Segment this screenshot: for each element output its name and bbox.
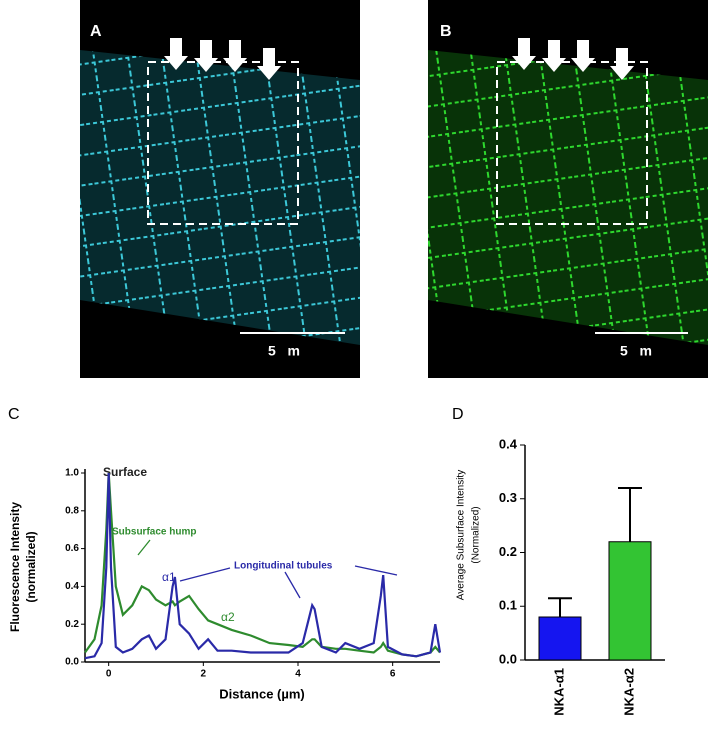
scale-bar-label: 5 m (620, 343, 652, 359)
y-tick-label: 0.0 (499, 651, 517, 666)
y-tick-label: 0.8 (65, 505, 79, 516)
y-tick-label: 0.2 (499, 544, 517, 559)
x-tick-label: 0 (106, 669, 112, 680)
y-axis-label: Average Subsurface Intensity (456, 470, 467, 600)
x-tick-label: 2 (201, 669, 207, 680)
panel-label: A (90, 23, 102, 40)
error-bar (618, 487, 642, 542)
annotation: Surface (103, 465, 147, 479)
y-axis-label: (normalized) (24, 531, 38, 602)
x-tick-label: NKA-α2 (621, 668, 636, 716)
line-series (84, 472, 442, 660)
y-tick-label: 0.2 (65, 619, 79, 630)
bar (538, 616, 582, 661)
y-tick-label: 1.0 (65, 468, 79, 479)
bar (608, 541, 652, 661)
line-series (84, 472, 441, 658)
x-tick-label: 6 (390, 669, 396, 680)
y-tick-label: 0.3 (499, 490, 517, 505)
y-axis-label: (Normalized) (471, 506, 482, 563)
series-label: α1 (162, 570, 176, 584)
annotation: Longitudinal tubules (234, 561, 333, 572)
y-tick-label: 0.0 (65, 657, 79, 668)
y-tick-label: 0.1 (499, 598, 517, 613)
panel-label: C (8, 406, 20, 423)
micrograph-a (80, 0, 360, 378)
annotation: Subsurface hump (112, 527, 196, 538)
annotation-arrows (137, 539, 398, 599)
micrograph-b (428, 0, 708, 378)
y-tick-label: 0.4 (65, 581, 79, 592)
error-bar (548, 597, 572, 617)
scale-bar-label: 5 m (268, 343, 300, 359)
y-tick-label: 0.6 (65, 543, 79, 554)
panel-label: D (452, 406, 464, 423)
y-axis-label: Fluorescence Intensity (8, 502, 22, 632)
x-tick-label: NKA-α1 (551, 668, 566, 716)
series-label: α2 (221, 610, 235, 624)
panel-label: B (440, 23, 452, 40)
y-tick-label: 0.4 (499, 436, 518, 451)
x-tick-label: 4 (295, 669, 301, 680)
x-axis-label: Distance (µm) (219, 686, 305, 701)
